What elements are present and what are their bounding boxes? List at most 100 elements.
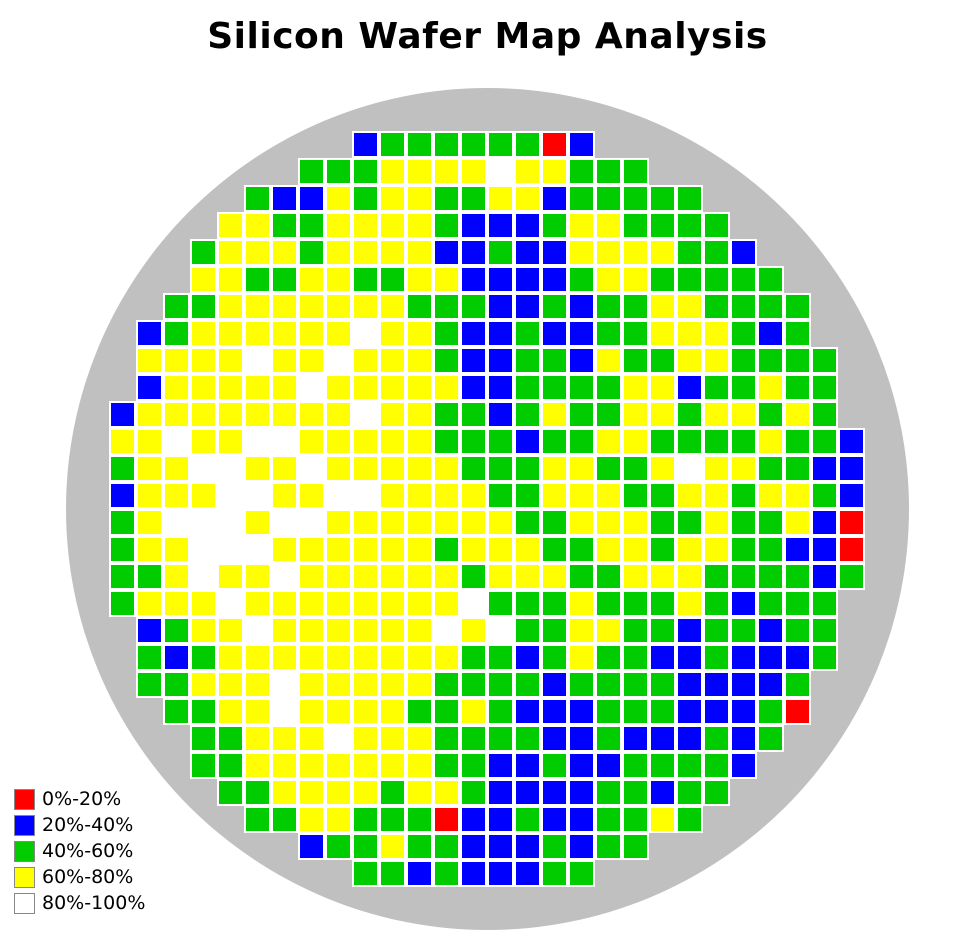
die	[838, 455, 865, 482]
die	[352, 482, 379, 509]
die	[514, 266, 541, 293]
die	[514, 401, 541, 428]
die	[541, 320, 568, 347]
die	[217, 536, 244, 563]
die	[622, 536, 649, 563]
die	[838, 428, 865, 455]
die	[244, 428, 271, 455]
die	[541, 698, 568, 725]
die	[163, 320, 190, 347]
die	[460, 158, 487, 185]
die	[568, 266, 595, 293]
die	[757, 563, 784, 590]
die	[244, 320, 271, 347]
die	[433, 293, 460, 320]
die	[676, 752, 703, 779]
die	[460, 725, 487, 752]
die	[271, 617, 298, 644]
die	[325, 266, 352, 293]
die	[271, 698, 298, 725]
die	[217, 725, 244, 752]
die	[811, 428, 838, 455]
die	[514, 860, 541, 887]
die	[838, 509, 865, 536]
die	[217, 644, 244, 671]
die	[514, 293, 541, 320]
die	[352, 779, 379, 806]
die	[541, 212, 568, 239]
die	[271, 401, 298, 428]
die	[325, 239, 352, 266]
die	[622, 293, 649, 320]
die	[406, 320, 433, 347]
die	[460, 482, 487, 509]
die	[514, 563, 541, 590]
die	[379, 833, 406, 860]
die	[298, 212, 325, 239]
die	[433, 779, 460, 806]
die	[703, 428, 730, 455]
die	[163, 671, 190, 698]
die	[406, 725, 433, 752]
die	[352, 698, 379, 725]
die	[136, 644, 163, 671]
die	[406, 428, 433, 455]
die	[271, 266, 298, 293]
die	[163, 293, 190, 320]
die	[433, 725, 460, 752]
die	[784, 644, 811, 671]
legend-swatch	[14, 840, 35, 862]
die	[379, 617, 406, 644]
die	[649, 644, 676, 671]
die	[460, 752, 487, 779]
die	[568, 563, 595, 590]
die	[757, 293, 784, 320]
die	[541, 158, 568, 185]
die	[703, 752, 730, 779]
die	[352, 374, 379, 401]
die	[379, 401, 406, 428]
die	[703, 563, 730, 590]
die	[379, 347, 406, 374]
die	[244, 374, 271, 401]
die	[676, 806, 703, 833]
legend-label: 60%-80%	[42, 865, 134, 888]
die	[190, 347, 217, 374]
die	[325, 374, 352, 401]
die	[541, 617, 568, 644]
die	[676, 266, 703, 293]
die	[541, 752, 568, 779]
die	[271, 644, 298, 671]
die	[190, 293, 217, 320]
die	[622, 563, 649, 590]
die	[433, 617, 460, 644]
die	[568, 401, 595, 428]
die	[217, 374, 244, 401]
die	[622, 347, 649, 374]
die	[676, 320, 703, 347]
die	[703, 644, 730, 671]
die	[217, 320, 244, 347]
die	[163, 428, 190, 455]
die	[784, 590, 811, 617]
die	[568, 455, 595, 482]
die	[568, 536, 595, 563]
die	[352, 536, 379, 563]
die	[838, 563, 865, 590]
legend-label: 40%-60%	[42, 839, 134, 862]
die	[460, 590, 487, 617]
die	[622, 590, 649, 617]
die	[406, 833, 433, 860]
die	[136, 455, 163, 482]
die	[298, 401, 325, 428]
die	[595, 590, 622, 617]
die	[433, 320, 460, 347]
die	[568, 833, 595, 860]
die	[568, 374, 595, 401]
die	[271, 779, 298, 806]
die	[406, 752, 433, 779]
die	[541, 725, 568, 752]
die	[703, 698, 730, 725]
die	[622, 671, 649, 698]
die	[811, 536, 838, 563]
